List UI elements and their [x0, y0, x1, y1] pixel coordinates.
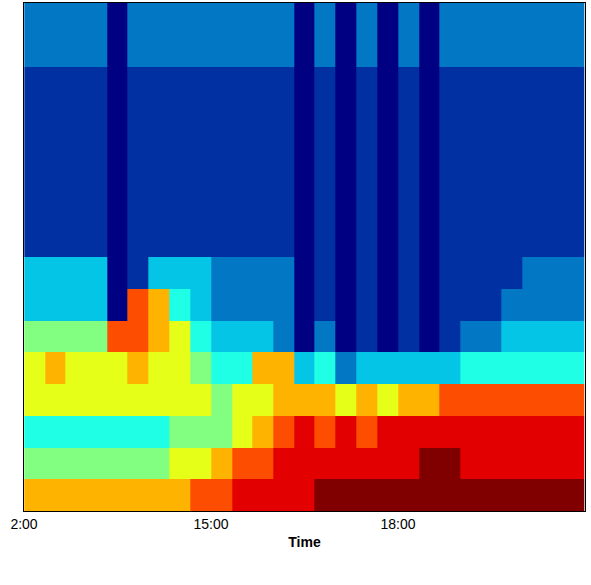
- svg-text:15:00: 15:00: [193, 516, 228, 532]
- svg-text:Time: Time: [288, 534, 321, 550]
- svg-text:2:00: 2:00: [10, 516, 37, 532]
- svg-text:18:00: 18:00: [380, 516, 415, 532]
